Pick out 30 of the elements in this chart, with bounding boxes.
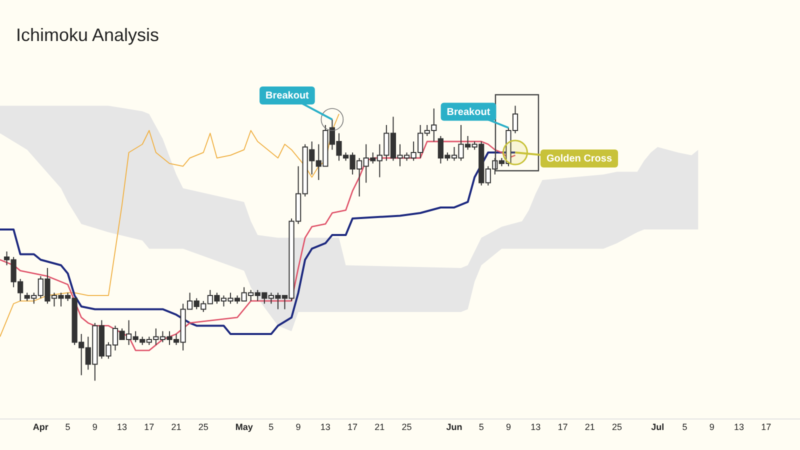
x-tick-label: 25 [198,422,208,432]
x-tick-label: 17 [348,422,358,432]
x-tick-label: 9 [296,422,301,432]
x-tick-label: 21 [171,422,182,432]
x-tick-label: 5 [268,422,274,432]
x-tick-label: 5 [682,422,688,432]
x-tick-label: 9 [506,422,511,432]
x-tick-label: May [235,422,253,432]
x-tick-label: 17 [761,422,772,432]
x-tick-label: 9 [92,422,98,432]
x-tick-label: 13 [117,422,128,432]
x-tick-label: Jul [651,422,664,432]
x-tick-label: 5 [65,422,70,432]
annotation: Golden Cross [546,154,612,165]
x-tick-label: 9 [709,422,714,432]
chart-title: Ichimoku Analysis [16,25,160,46]
x-tick-label: 21 [374,422,385,432]
x-tick-label: 17 [558,422,568,432]
x-tick-label: Jun [446,422,462,432]
x-tick-label: 21 [584,422,595,432]
x-tick-label: 5 [478,422,484,432]
annotation: Breakout [266,90,310,102]
x-tick-label: 25 [612,422,622,432]
x-tick-label: 25 [402,422,412,432]
x-tick-label: Apr [32,422,49,432]
x-tick-label: 13 [734,422,744,432]
x-tick-label: 13 [320,422,330,432]
x-tick-label: 13 [530,422,541,432]
annotation: Breakout [446,106,491,118]
x-tick-label: 17 [144,422,154,432]
